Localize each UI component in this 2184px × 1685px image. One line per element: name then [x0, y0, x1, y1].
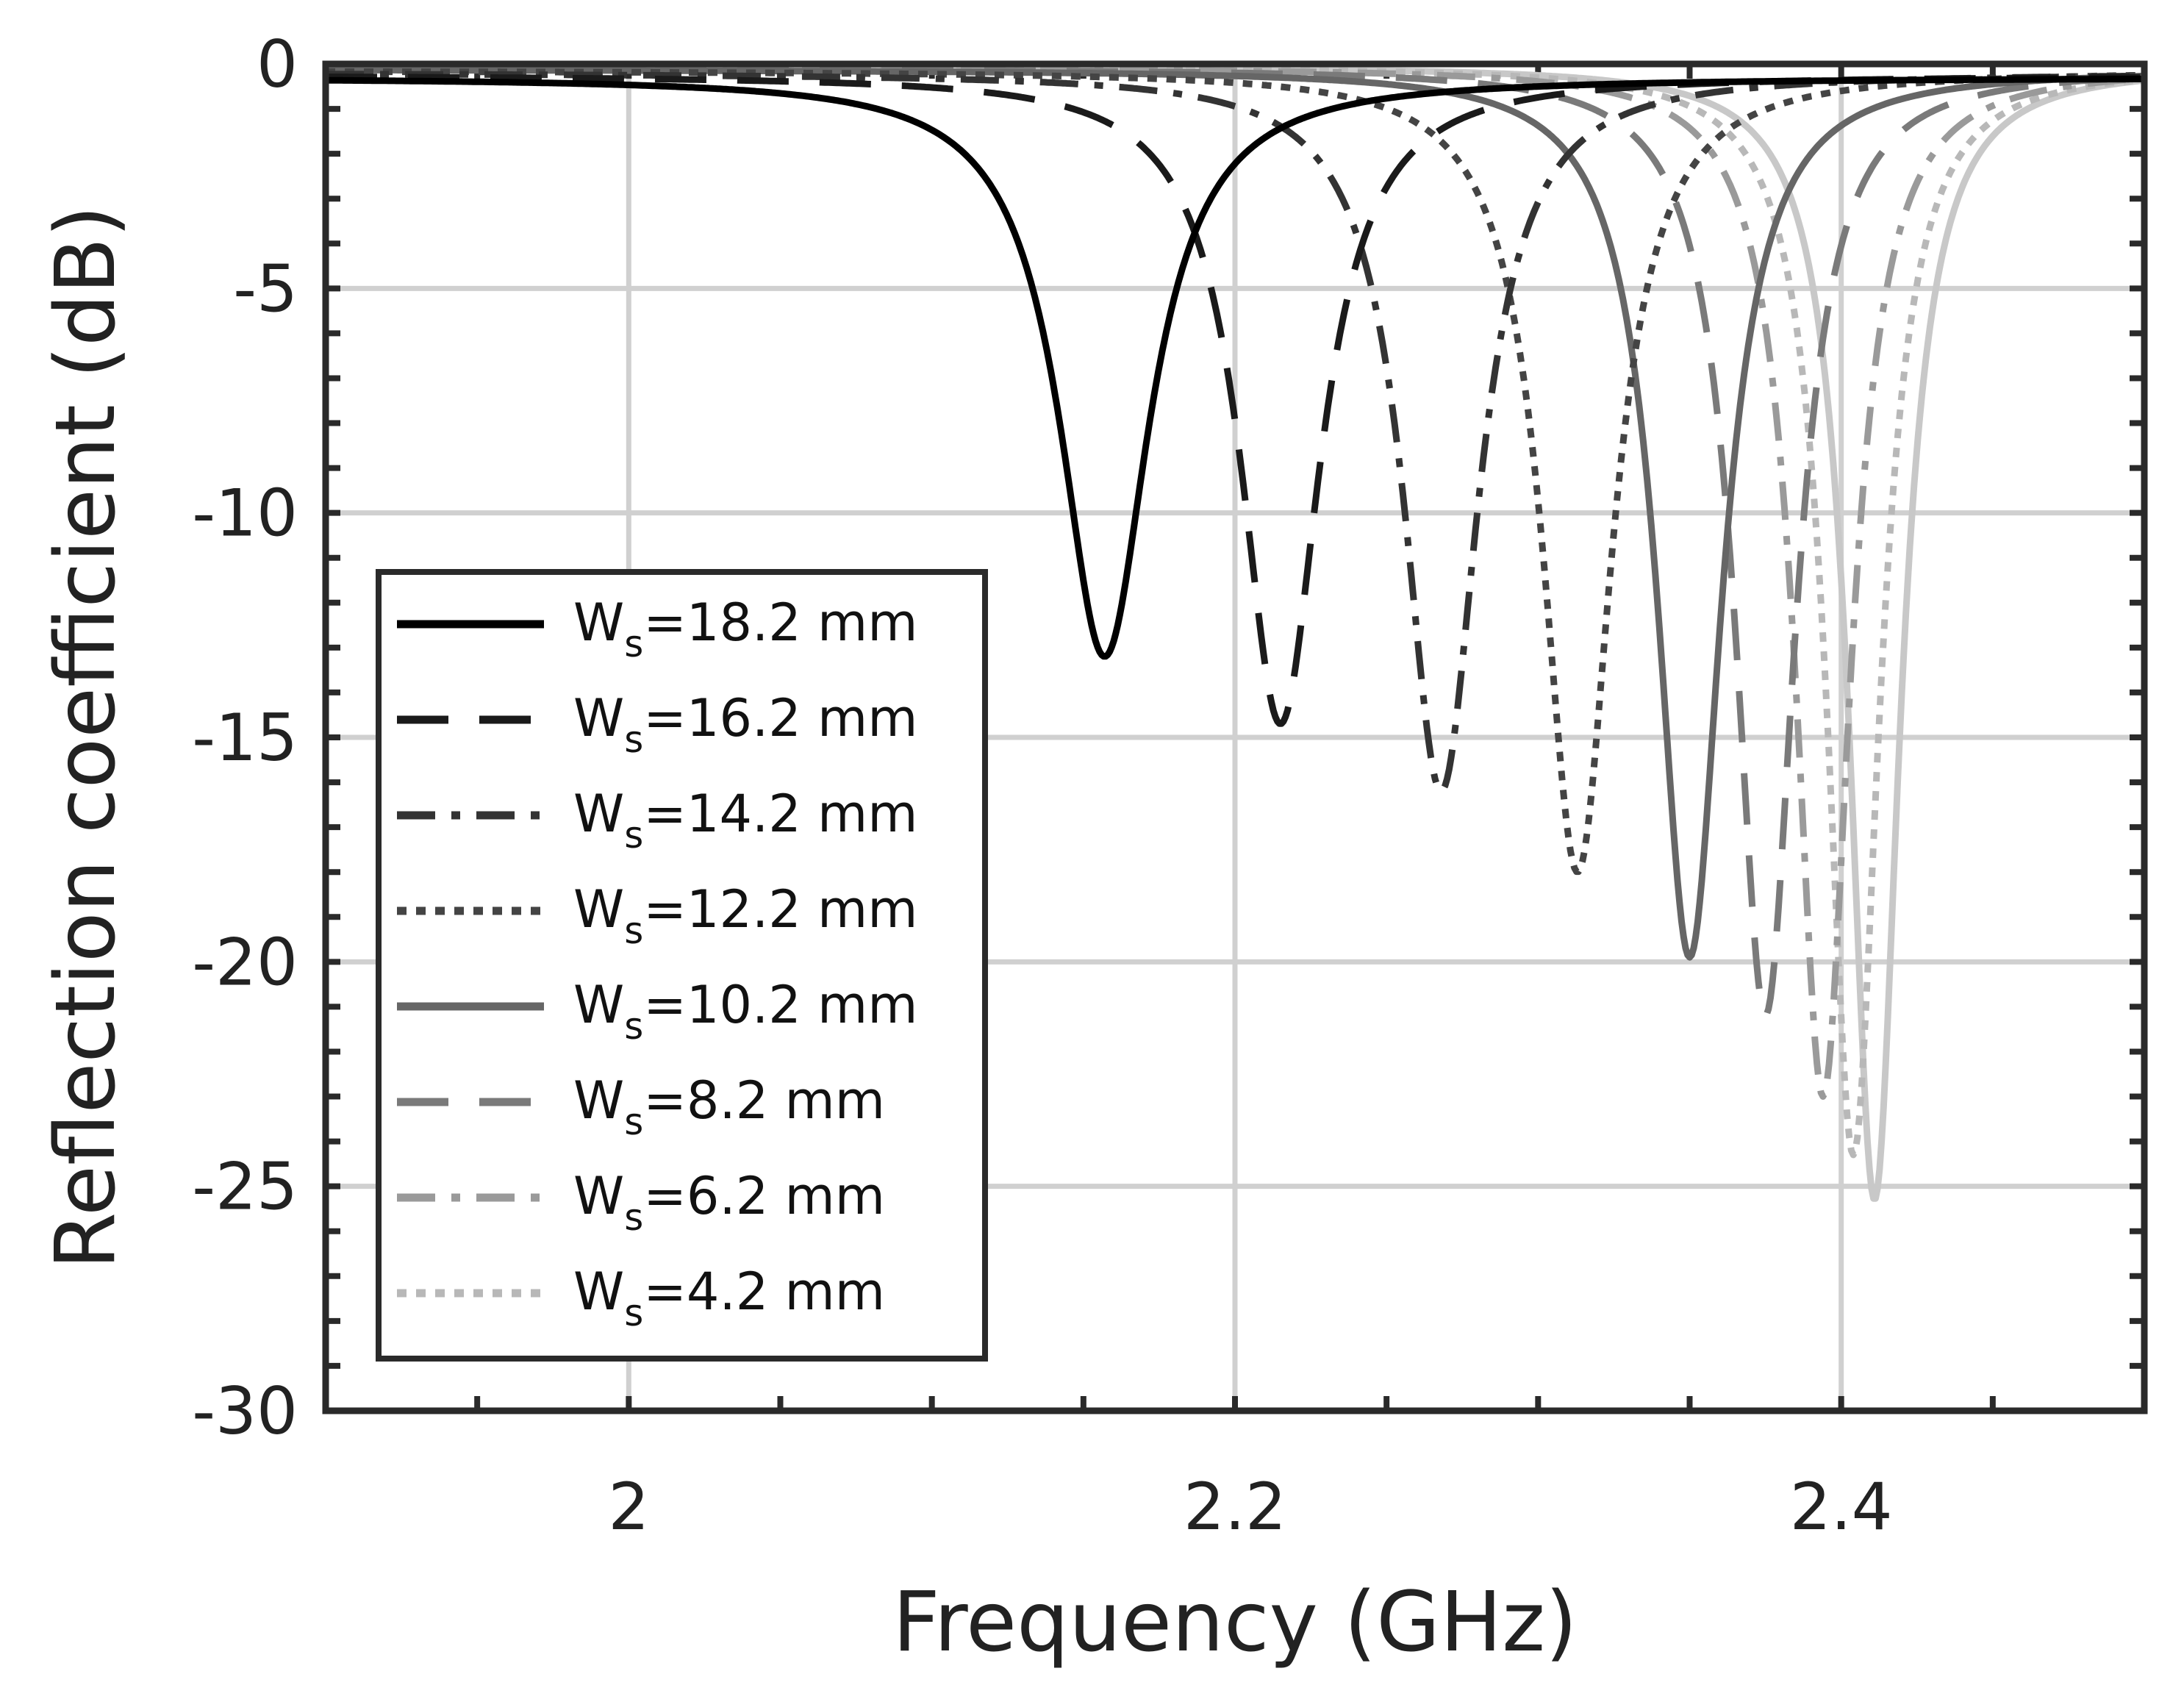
legend-label: Ws=8.2 mm — [573, 1070, 885, 1143]
legend-label: Ws=14.2 mm — [573, 784, 917, 856]
legend-label: Ws=16.2 mm — [573, 688, 917, 761]
y-tick-label: -10 — [192, 476, 298, 551]
legend-label: Ws=18.2 mm — [573, 593, 917, 665]
y-axis-title: Reflection coefficient (dB) — [38, 205, 134, 1270]
legend-box — [376, 569, 988, 1362]
series-line — [324, 68, 2146, 876]
y-tick-label: -15 — [192, 700, 298, 776]
series-line — [324, 71, 2146, 795]
plot-area-frame — [322, 60, 2148, 1414]
legend: Ws=18.2 mm Ws=16.2 mm Ws=14.2 mm Ws=12.2 mm… — [376, 569, 988, 1362]
axis-tick-labels: 2 2.2 2.4 0 -5 -10 -15 -20 -25 -30 — [192, 26, 1892, 1545]
x-tick-label: 2.2 — [1184, 1469, 1286, 1545]
series-line — [324, 66, 2146, 961]
y-tick-label: -5 — [233, 251, 298, 326]
y-tick-label: -20 — [192, 924, 298, 1000]
y-tick-label: 0 — [257, 26, 298, 102]
y-tick-label: -25 — [192, 1149, 298, 1225]
legend-label: Ws=12.2 mm — [573, 879, 917, 952]
x-tick-label: 2 — [608, 1469, 649, 1545]
y-tick-label: -30 — [192, 1373, 298, 1449]
series-line — [324, 63, 2146, 1159]
x-axis-title: Frequency (GHz) — [892, 1575, 1577, 1670]
series-line — [324, 76, 2146, 660]
x-tick-label: 2.4 — [1790, 1469, 1893, 1545]
legend-label: Ws=10.2 mm — [573, 975, 917, 1048]
legend-label: Ws=4.2 mm — [573, 1262, 885, 1334]
legend-label: Ws=6.2 mm — [573, 1166, 885, 1239]
